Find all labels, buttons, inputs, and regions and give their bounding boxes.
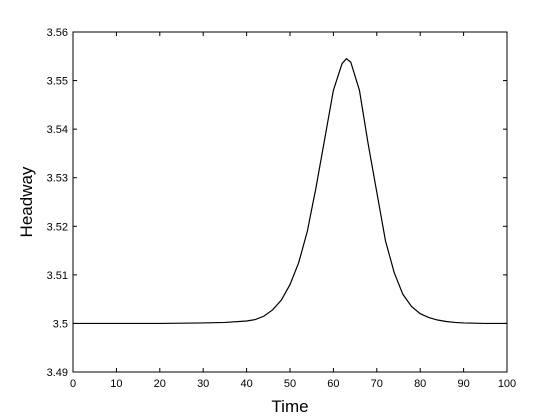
- data-line: [73, 57, 507, 325]
- x-tick-label: 50: [284, 378, 296, 390]
- x-tick-label: 0: [70, 378, 76, 390]
- x-tick-label: 60: [327, 378, 339, 390]
- y-tick-label: 3.54: [47, 124, 68, 136]
- y-tick-label: 3.5: [53, 318, 68, 330]
- x-tick-label: 10: [110, 378, 122, 390]
- x-tick-label: 40: [240, 378, 252, 390]
- y-tick-label: 3.49: [47, 367, 68, 379]
- x-tick-label: 80: [414, 378, 426, 390]
- y-axis-label: Headway: [17, 166, 36, 237]
- x-tick-label: 100: [498, 378, 516, 390]
- y-tick-label: 3.52: [47, 221, 68, 233]
- y-tick-label: 3.56: [47, 27, 68, 39]
- x-tick-label: 90: [457, 378, 469, 390]
- x-tick-label: 70: [371, 378, 383, 390]
- x-tick-label: 30: [197, 378, 209, 390]
- x-tick-label: 20: [154, 378, 166, 390]
- y-tick-label: 3.51: [47, 270, 68, 282]
- y-tick-label: 3.55: [47, 76, 68, 88]
- y-tick-label: 3.53: [47, 173, 68, 185]
- x-axis-label: Time: [271, 397, 308, 416]
